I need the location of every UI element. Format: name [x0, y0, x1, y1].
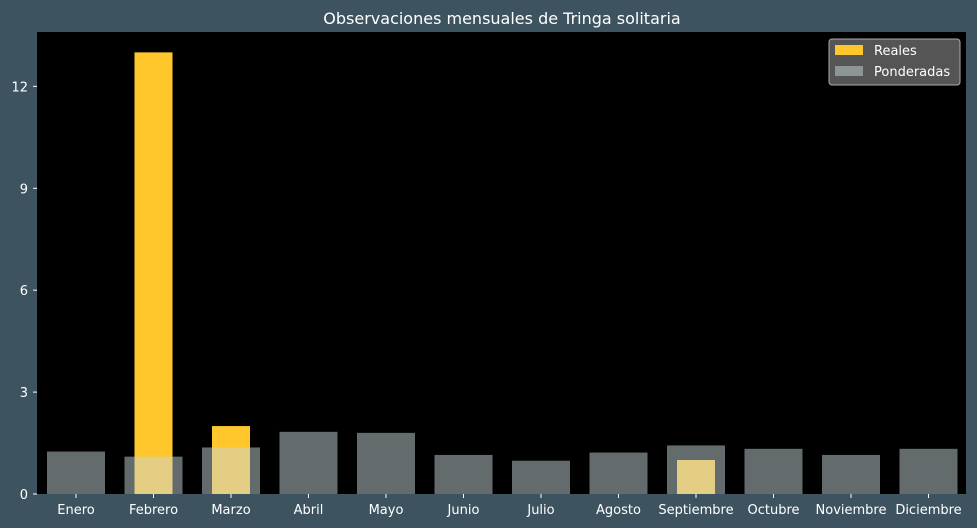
bar-ponderadas-mayo: [357, 432, 415, 494]
bar-ponderadas-diciembre: [899, 448, 958, 494]
x-tick-label-julio: Julio: [526, 503, 554, 518]
bar-ponderadas-enero: [47, 451, 105, 494]
plot-area: [37, 32, 966, 494]
y-tick-label-2: 6: [20, 284, 28, 299]
x-axis: Enero Febrero Marzo Abril Mayo Junio Julio Agos…: [57, 494, 962, 518]
x-tick-label-febrero: Febrero: [129, 503, 178, 518]
bar-ponderadas-junio: [434, 454, 493, 494]
bar-ponderadas-abril: [279, 431, 338, 494]
bar-ponderadas-marzo: [202, 447, 260, 494]
series-ponderadas: [47, 431, 958, 494]
x-tick-label-octubre: Octubre: [747, 503, 799, 518]
y-tick-label-3: 9: [20, 182, 28, 197]
chart-title: Observaciones mensuales de Tringa solita…: [323, 9, 680, 28]
legend-label-ponderadas: Ponderadas: [874, 65, 950, 80]
bar-ponderadas-noviembre: [822, 454, 880, 494]
y-axis: 0 3 6 9 12: [11, 80, 37, 503]
x-tick-label-septiembre: Septiembre: [658, 503, 733, 518]
bar-ponderadas-febrero: [124, 456, 183, 494]
x-tick-label-abril: Abril: [294, 503, 324, 518]
legend-swatch-ponderadas: [835, 66, 863, 76]
bar-ponderadas-septiembre: [667, 445, 725, 494]
x-tick-label-mayo: Mayo: [369, 503, 404, 518]
legend-swatch-reales: [835, 45, 863, 55]
x-tick-label-enero: Enero: [57, 503, 95, 518]
x-tick-label-agosto: Agosto: [596, 503, 641, 518]
bar-ponderadas-octubre: [744, 448, 803, 494]
y-tick-label-0: 0: [20, 488, 28, 503]
y-tick-label-4: 12: [11, 80, 28, 95]
x-tick-label-junio: Junio: [447, 503, 480, 518]
bar-reales-febrero: [134, 52, 173, 494]
x-tick-label-diciembre: Diciembre: [895, 503, 961, 518]
x-tick-label-noviembre: Noviembre: [816, 503, 887, 518]
y-tick-label-1: 3: [20, 386, 28, 401]
bar-ponderadas-agosto: [589, 452, 648, 494]
x-tick-label-marzo: Marzo: [211, 503, 250, 518]
legend-label-reales: Reales: [874, 44, 917, 59]
bar-ponderadas-julio: [512, 460, 570, 494]
legend: Reales Ponderadas: [828, 38, 961, 86]
